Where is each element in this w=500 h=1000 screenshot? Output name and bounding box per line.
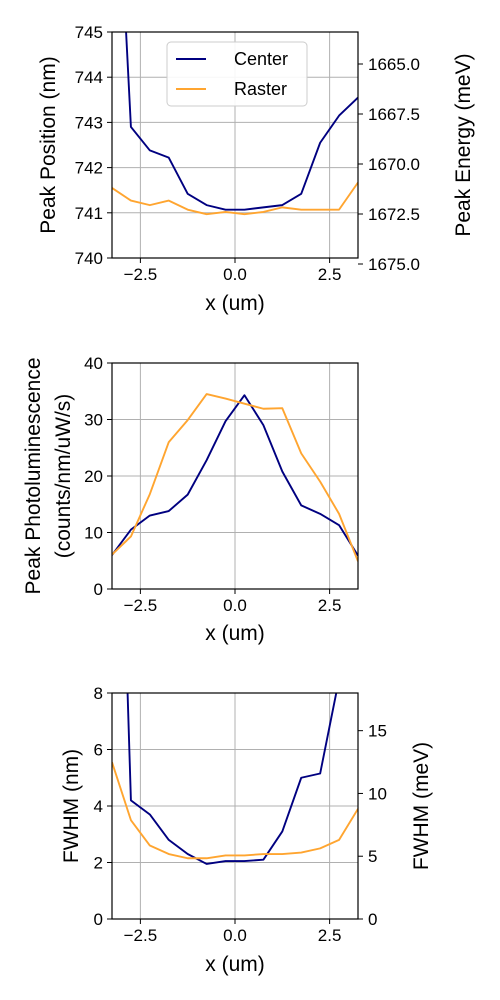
y-tick-label: 10 (84, 524, 103, 543)
series-line-center (112, 394, 358, 557)
y2-tick-label: 0 (368, 910, 377, 929)
y-tick-label: 740 (75, 249, 103, 268)
x-tick-label: −2.5 (124, 596, 158, 615)
y2-tick-label: 5 (368, 847, 377, 866)
y-axis-label-line2: (counts/nm/uW/s) (52, 394, 75, 559)
x-tick-label: −2.5 (124, 926, 158, 945)
y-tick-label: 745 (75, 23, 103, 42)
y2-tick-label: 1667.5 (368, 105, 420, 124)
x-axis-label: x (um) (205, 292, 265, 315)
y2-tick-label: 10 (368, 784, 387, 803)
x-axis-label: x (um) (205, 622, 265, 645)
y-axis-label: Peak Position (nm) (37, 56, 60, 233)
x-tick-label: −2.5 (124, 265, 158, 284)
y-tick-label: 8 (94, 684, 103, 703)
x-tick-label: 0.0 (223, 596, 247, 615)
chart-panel-2: −2.5 0.0 2.5 0 10 20 30 40 x (um) Peak Photolumin… (22, 354, 359, 645)
y-tick-label: 4 (94, 797, 103, 816)
x-tick-label: 2.5 (318, 265, 342, 284)
series-line-raster (112, 761, 358, 860)
y-tick-label: 742 (75, 159, 103, 178)
y-tick-label: 743 (75, 113, 103, 132)
legend-label-center: Center (234, 49, 288, 69)
series-group (112, 693, 358, 865)
series-line-raster (112, 181, 358, 216)
legend: Center Raster (166, 41, 308, 107)
y-axis-label: FWHM (nm) (60, 749, 83, 863)
y-tick-label: 20 (84, 467, 103, 486)
x-tick-label: 0.0 (223, 926, 247, 945)
y2-tick-label: 1670.0 (368, 155, 420, 174)
y2-axis-label: Peak Energy (meV) (452, 53, 475, 236)
y-tick-label: 741 (75, 204, 103, 223)
y-tick-label: 40 (84, 354, 103, 373)
grid (112, 362, 358, 590)
chart-panel-1: −2.5 0.0 2.5 740 741 742 743 744 745 1665.0 1667.5… (37, 23, 475, 315)
y2-axis-label: FWHM (meV) (410, 742, 433, 870)
series-line-raster (112, 393, 358, 562)
series-group (112, 393, 358, 562)
x-tick-label: 0.0 (223, 265, 247, 284)
y-tick-label: 2 (94, 854, 103, 873)
y-tick-label: 0 (94, 580, 103, 599)
series-line-center (125, 32, 358, 211)
y2-tick-label: 1675.0 (368, 255, 420, 274)
y2-tick-label: 1672.5 (368, 205, 420, 224)
x-axis-label: x (um) (205, 953, 265, 976)
grid (112, 692, 358, 920)
series-line-center (126, 693, 338, 865)
series-group (112, 32, 358, 216)
x-tick-label: 2.5 (318, 926, 342, 945)
y2-tick-label: 1665.0 (368, 55, 420, 74)
y-tick-label: 30 (84, 411, 103, 430)
y-axis-label: Peak Photoluminescence (22, 358, 45, 595)
x-tick-label: 2.5 (318, 596, 342, 615)
y-tick-label: 6 (94, 741, 103, 760)
y2-tick-label: 15 (368, 722, 387, 741)
y-tick-label: 744 (75, 68, 103, 87)
chart-panel-3: −2.5 0.0 2.5 0 2 4 6 8 0 5 10 15 x (um) FWHM (nm) FWHM… (60, 684, 433, 976)
y-tick-label: 0 (94, 910, 103, 929)
legend-label-raster: Raster (234, 79, 287, 99)
